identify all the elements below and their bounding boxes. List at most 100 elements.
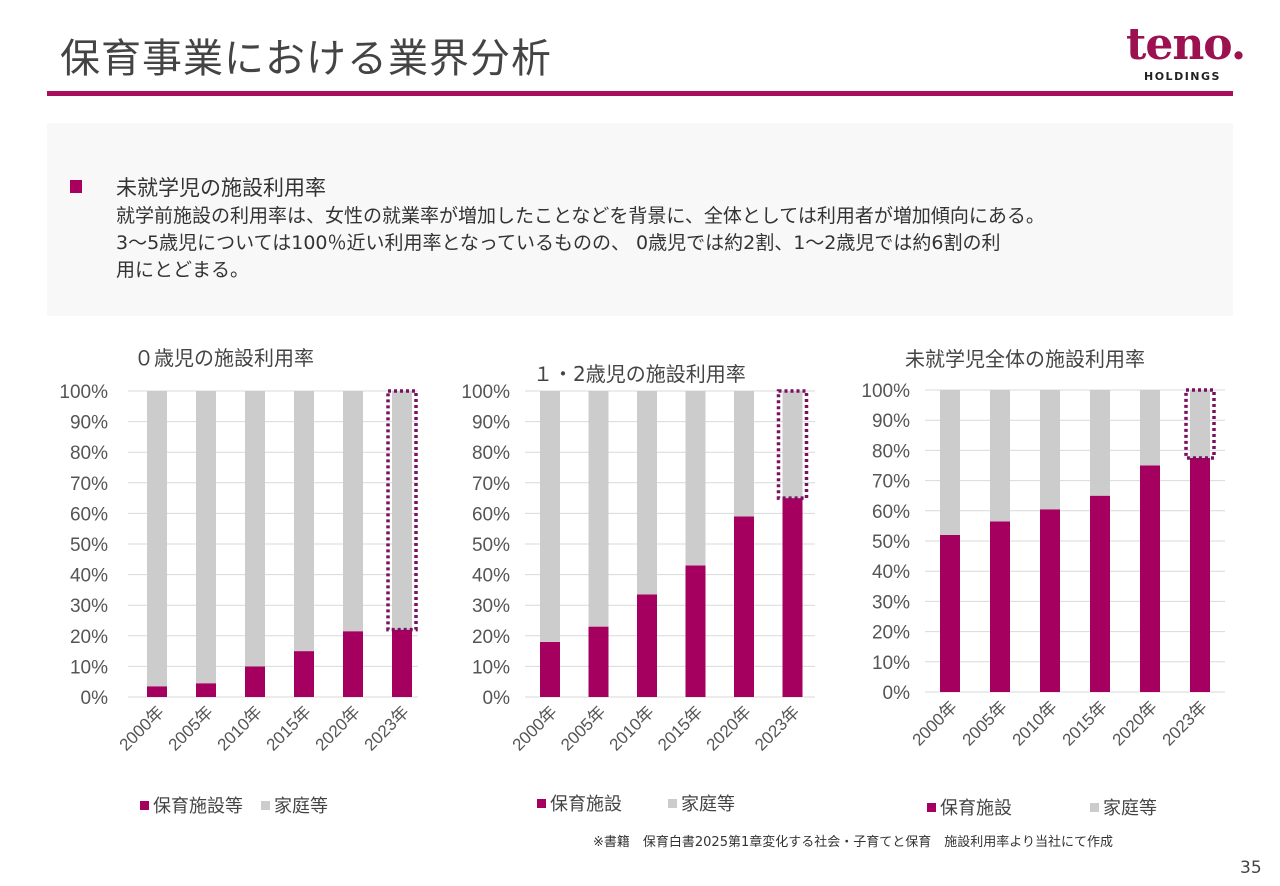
y-tick-label: 100% (461, 382, 510, 403)
bar-facility (588, 626, 609, 697)
summary-panel (47, 123, 1233, 316)
legend-label: 保育施設等 (153, 796, 243, 817)
y-tick-label: 70% (70, 474, 108, 495)
chart-legend: 保育施設 家庭等 (537, 790, 735, 816)
bar-home (637, 391, 657, 595)
chart-title: １・2歳児の施設利用率 (533, 362, 746, 386)
y-tick-label: 80% (872, 441, 910, 462)
legend-swatch-home (1090, 802, 1099, 812)
bar-facility (294, 651, 314, 697)
y-tick-label: 40% (472, 566, 510, 587)
y-tick-label: 70% (872, 472, 910, 493)
x-tick-label: 2000年 (909, 697, 961, 749)
y-tick-label: 30% (70, 596, 108, 617)
summary-heading: 未就学児の施設利用率 (116, 176, 326, 200)
bar-home (245, 391, 265, 667)
legend-label: 家庭等 (274, 796, 328, 817)
bar-home (294, 391, 314, 652)
highlight-box (1184, 388, 1216, 460)
bar-home (392, 391, 412, 630)
chart-legend: 保育施設 家庭等 (927, 794, 1157, 820)
bar-home (782, 391, 803, 499)
y-tick-label: 100% (861, 381, 910, 402)
bar-facility (734, 516, 754, 697)
page-title: 保育事業における業界分析 (60, 36, 552, 82)
bar-facility (1040, 509, 1060, 692)
y-tick-label: 50% (472, 535, 510, 556)
y-tick-label: 0% (81, 688, 109, 709)
y-tick-label: 90% (872, 411, 910, 432)
y-tick-label: 70% (472, 474, 510, 495)
bar-home (1090, 390, 1110, 496)
legend-swatch-home (668, 798, 677, 808)
bar-facility (343, 631, 363, 697)
y-tick-label: 10% (472, 657, 510, 678)
legend-label: 保育施設 (940, 798, 1012, 819)
x-tick-label: 2020年 (1109, 697, 1161, 749)
bar-home (1190, 390, 1210, 458)
y-tick-label: 80% (70, 443, 108, 464)
bar-facility (540, 641, 560, 697)
bar-home (940, 390, 960, 535)
page-number: 35 (1240, 858, 1262, 878)
y-tick-label: 10% (70, 657, 108, 678)
y-tick-label: 90% (70, 413, 108, 434)
logo-subtitle: HOLDINGS (1144, 70, 1221, 83)
y-tick-label: 0% (883, 683, 911, 704)
bar-home (1140, 390, 1160, 466)
y-tick-label: 60% (472, 504, 510, 525)
source-note: ※書籍 保育白書2025第1章変化する社会・子育てと保育 施設利用率より当社にて… (593, 835, 1113, 850)
square-bullet-icon (70, 180, 82, 193)
chart-legend: 保育施設等 家庭等 (140, 792, 328, 818)
y-tick-label: 50% (872, 532, 910, 553)
bar-facility (245, 666, 265, 697)
x-tick-label: 2015年 (1059, 697, 1111, 749)
bar-facility (147, 686, 167, 697)
y-tick-label: 0% (483, 688, 511, 709)
legend-swatch-home (261, 800, 270, 810)
y-tick-label: 20% (70, 627, 108, 648)
bar-home (685, 391, 706, 566)
title-divider (47, 91, 1233, 96)
legend-label: 家庭等 (681, 794, 735, 815)
chart-title: ０歳児の施設利用率 (134, 346, 314, 370)
x-tick-label: 2010年 (1009, 697, 1061, 749)
y-tick-label: 60% (70, 504, 108, 525)
bar-home (540, 391, 560, 642)
bar-home (147, 391, 167, 687)
summary-line: 3～5歳児については100％近い利用率となっているものの、 0歳児では約2割、1… (116, 232, 1001, 254)
logo-wordmark: teno. (1126, 19, 1246, 70)
x-tick-label: 2005年 (959, 697, 1011, 749)
legend-label: 家庭等 (1103, 798, 1157, 819)
bar-facility (392, 629, 412, 697)
bar-home (588, 391, 609, 627)
bar-facility (1090, 495, 1110, 692)
bar-facility (782, 498, 803, 697)
highlight-box (386, 389, 418, 632)
y-tick-label: 80% (472, 443, 510, 464)
legend-swatch-facility (140, 800, 149, 810)
bar-facility (940, 534, 960, 692)
bar-facility (685, 565, 706, 697)
y-tick-label: 20% (872, 623, 910, 644)
chart-title: 未就学児全体の施設利用率 (905, 347, 1145, 371)
y-tick-label: 100% (59, 382, 108, 403)
bar-facility (1190, 457, 1210, 692)
bar-facility (637, 594, 657, 697)
y-tick-label: 40% (70, 566, 108, 587)
y-tick-label: 50% (70, 535, 108, 556)
summary-line: 用にとどまる。 (116, 259, 250, 281)
company-logo: teno. HOLDINGS (1122, 20, 1246, 88)
summary-line: 就学前施設の利用率は、女性の就業率が増加したことなどを背景に、全体としては利用者… (116, 205, 1045, 227)
y-tick-label: 30% (472, 596, 510, 617)
bar-home (1040, 390, 1060, 510)
y-tick-label: 40% (872, 562, 910, 583)
legend-swatch-facility (537, 798, 546, 808)
bar-home (196, 391, 216, 684)
legend-swatch-facility (927, 802, 936, 812)
bar-facility (990, 521, 1010, 692)
legend-label: 保育施設 (550, 794, 622, 815)
